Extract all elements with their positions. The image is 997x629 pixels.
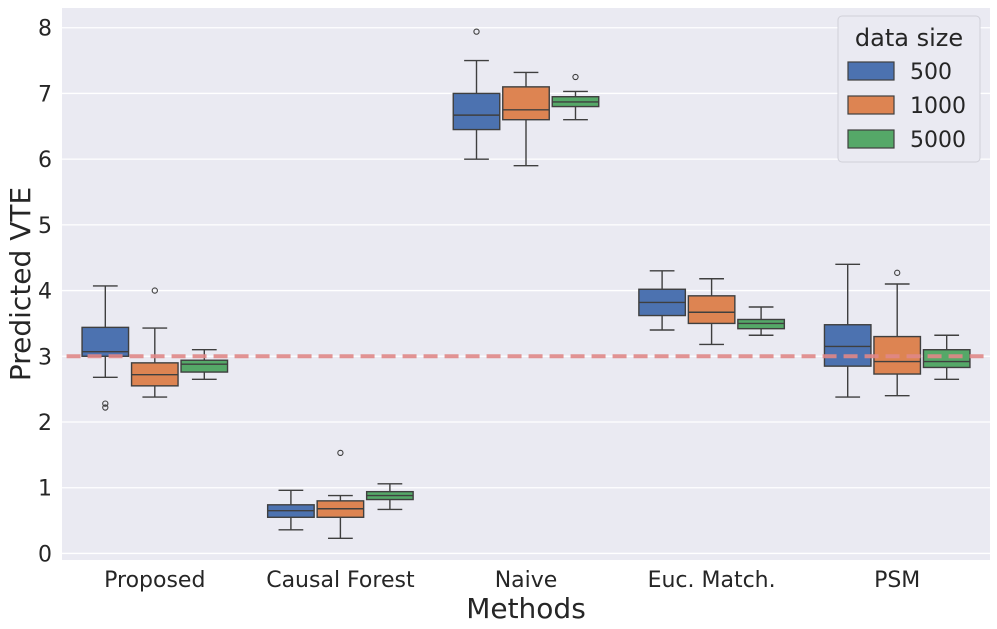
legend: data size 500 1000 5000 [837, 15, 981, 163]
legend-title: data size [855, 24, 963, 52]
legend-swatch-1000 [847, 95, 895, 115]
legend-label-5000: 5000 [910, 128, 966, 153]
box-group [638, 270, 786, 346]
outlier-point [151, 287, 158, 294]
legend-swatch-5000 [847, 129, 895, 149]
y-tick-label: 0 [38, 542, 52, 567]
box-500 [452, 92, 501, 131]
y-tick-label: 7 [38, 82, 52, 107]
outlier-point [894, 269, 901, 276]
box-group [452, 28, 600, 167]
box-group [81, 285, 229, 411]
y-axis-ticks: 0 1 2 3 4 5 6 7 8 [38, 17, 52, 568]
outlier-point [102, 400, 109, 407]
box-1000 [502, 86, 550, 121]
legend-label-500: 500 [910, 60, 952, 85]
y-tick-label: 5 [38, 214, 52, 239]
outlier-point [473, 28, 480, 35]
box-group [823, 263, 971, 398]
outlier-point [337, 449, 344, 457]
x-tick-label: Euc. Match. [648, 568, 776, 593]
outlier-point [102, 404, 109, 411]
y-tick-label: 4 [38, 280, 52, 305]
box-1000 [687, 295, 736, 325]
y-tick-label: 1 [38, 477, 52, 502]
x-tick-label: Causal Forest [266, 568, 415, 593]
y-axis-label: Predicted VTE [4, 187, 37, 381]
x-tick-label: Proposed [104, 568, 205, 593]
y-tick-label: 6 [38, 148, 52, 173]
x-tick-label: Naive [495, 568, 558, 593]
y-tick-label: 3 [38, 345, 52, 370]
legend-box [837, 15, 981, 163]
x-tick-label: PSM [874, 568, 920, 593]
outlier-point [572, 73, 579, 81]
x-axis-ticks: Proposed Causal Forest Naive Euc. Match. PSM [104, 568, 920, 593]
x-axis-label: Methods [466, 592, 586, 625]
box-groups [81, 28, 971, 540]
legend-swatch-500 [847, 61, 895, 81]
box-5000 [180, 359, 229, 373]
box-500 [823, 324, 872, 367]
y-tick-label: 8 [38, 17, 52, 42]
legend-label-1000: 1000 [910, 94, 966, 119]
y-tick-label: 2 [38, 411, 52, 436]
box-group [266, 449, 414, 540]
box-5000 [922, 349, 971, 369]
